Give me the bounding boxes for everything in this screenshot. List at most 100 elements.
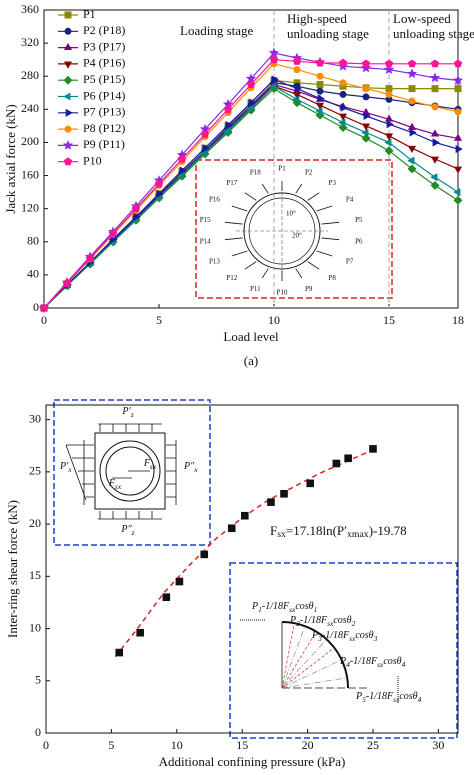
- legend-label: P8 (P12): [83, 121, 125, 135]
- jack-label: P1: [278, 165, 286, 173]
- marker: [385, 85, 393, 93]
- caption: (a): [244, 353, 258, 368]
- legend-marker: [63, 61, 73, 69]
- marker: [202, 144, 210, 153]
- y-tick-label: 40: [27, 267, 39, 281]
- legend-label: P7 (P13): [83, 105, 125, 119]
- rich-label: P2-1/18Fsxcosθ2: [289, 615, 356, 627]
- jack-label: P15: [200, 216, 211, 224]
- label-part: P″: [183, 461, 195, 472]
- marker: [430, 129, 440, 137]
- legend-label: P5 (P15): [83, 72, 125, 86]
- rich-label: P1-1/18Fsxcosθ1: [251, 601, 317, 613]
- jack-arrow: [261, 268, 269, 279]
- marker: [241, 511, 249, 520]
- label-part: P: [339, 656, 346, 667]
- marker: [338, 113, 348, 121]
- stage-label: Low-speed: [393, 11, 451, 26]
- marker: [268, 47, 280, 58]
- marker: [383, 64, 395, 74]
- label-part: cosθ: [295, 601, 313, 612]
- label-part: 3: [373, 634, 378, 643]
- ring-inner: [105, 446, 155, 496]
- load-arrows: [65, 423, 177, 520]
- marker: [267, 498, 275, 506]
- stage-label: High-speed: [287, 11, 347, 26]
- marker: [431, 85, 439, 93]
- label-part: )-19.78: [369, 523, 407, 538]
- label-part: cosθ: [333, 615, 351, 626]
- label-part: 4: [418, 695, 422, 704]
- ring-outer: [99, 440, 161, 502]
- rich-label: P4-1/18Fsxcosθ4: [339, 656, 406, 668]
- jack-arrow: [231, 205, 248, 212]
- marker: [316, 87, 324, 95]
- marker: [306, 479, 315, 488]
- stage-label: unloading stage: [393, 26, 474, 41]
- marker: [39, 303, 49, 312]
- y-tick-label: 10: [29, 620, 41, 634]
- label-part: z: [130, 410, 134, 419]
- label-part: cosθ: [355, 630, 373, 641]
- marker: [62, 278, 72, 287]
- marker: [362, 85, 370, 93]
- jack-arrow: [224, 221, 243, 225]
- marker: [361, 133, 371, 143]
- label-part: 3: [317, 634, 322, 643]
- label-part: sx: [349, 634, 356, 643]
- jack-arrow: [307, 261, 320, 270]
- marker: [293, 66, 301, 74]
- legend-marker: [64, 27, 72, 35]
- marker: [363, 111, 371, 121]
- marker: [362, 93, 370, 101]
- label-part: P: [311, 630, 318, 641]
- marker: [200, 129, 210, 138]
- marker: [131, 204, 141, 213]
- legend-label: P9 (P11): [83, 137, 125, 151]
- x-tick-label: 20: [302, 738, 314, 752]
- quarter-ring: [240, 619, 399, 704]
- legend-label: P10: [83, 153, 102, 167]
- label-part: =17.18ln(P′: [286, 523, 347, 538]
- jack-arrow: [295, 183, 303, 194]
- marker: [361, 59, 371, 68]
- label-part: P: [355, 691, 362, 702]
- marker: [269, 55, 279, 64]
- rich-label: P″z: [120, 524, 134, 536]
- x-tick-label: 5: [156, 313, 162, 327]
- marker: [407, 164, 417, 174]
- jack-label: P18: [250, 168, 261, 176]
- jack-arrow: [316, 250, 333, 257]
- marker: [271, 75, 279, 84]
- label-part: F: [143, 458, 151, 469]
- marker: [339, 90, 347, 98]
- marker: [269, 82, 277, 91]
- y-tick-label: 15: [29, 568, 41, 582]
- marker: [407, 59, 417, 68]
- marker: [316, 72, 324, 80]
- label-part: z: [131, 528, 135, 537]
- marker: [223, 126, 231, 135]
- legend-marker: [63, 75, 73, 85]
- marker: [406, 68, 418, 79]
- marker: [315, 58, 325, 67]
- x-tick-label: 15: [236, 738, 248, 752]
- marker: [200, 550, 209, 559]
- marker: [340, 103, 348, 112]
- label-part: cosθ: [383, 656, 401, 667]
- marker: [453, 195, 463, 205]
- x-tick-label: 0: [43, 738, 49, 752]
- marker: [384, 138, 392, 147]
- marker: [156, 189, 164, 198]
- label-part: P: [251, 601, 258, 612]
- marker: [316, 81, 324, 88]
- x-tick-label: 10: [171, 738, 183, 752]
- inset-frame: [53, 399, 211, 546]
- jack-label: P16: [209, 196, 220, 204]
- marker: [454, 85, 462, 93]
- label-part: 2: [296, 619, 300, 628]
- jack-label: P3: [328, 179, 336, 187]
- jack-arrow: [316, 205, 333, 212]
- label-part: -1/18F: [300, 615, 328, 626]
